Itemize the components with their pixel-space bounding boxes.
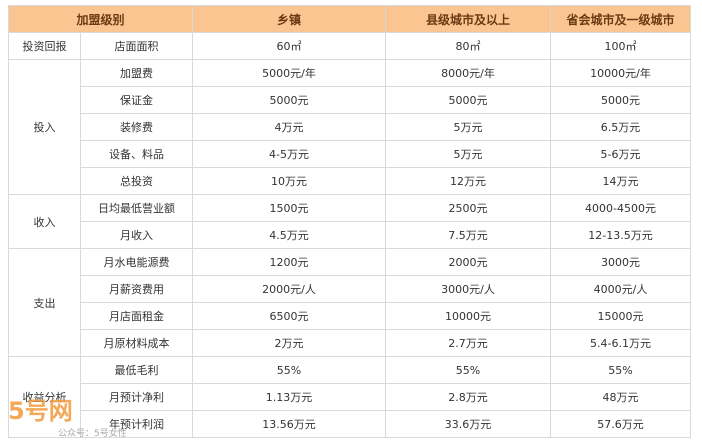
table-row: 保证金 5000元 5000元 5000元: [9, 86, 692, 114]
group-cell: 投入: [8, 59, 81, 195]
value-cell: 4万元: [192, 113, 387, 141]
item-cell: 月收入: [79, 221, 194, 249]
value-cell: 5000元: [385, 86, 552, 114]
item-cell: 月原材料成本: [79, 329, 194, 357]
value-cell: 55%: [192, 356, 387, 384]
table-row: 投资回报 店面面积 60㎡ 80㎡ 100㎡: [8, 32, 692, 60]
item-cell: 总投资: [79, 167, 194, 195]
item-cell: 店面面积: [79, 32, 194, 60]
item-cell: 月店面租金: [79, 302, 194, 330]
table-row: 设备、料品 4-5万元 5万元 5-6万元: [9, 140, 692, 168]
value-cell: 57.6万元: [550, 410, 692, 438]
value-cell: 2.7万元: [385, 329, 552, 357]
watermark-caption: 公众号：5号女性: [58, 429, 127, 439]
table-row: 收益分析 最低毛利 55% 55% 55%: [8, 356, 692, 438]
item-cell: 日均最低营业额: [79, 194, 194, 222]
item-cell: 保证金: [79, 86, 194, 114]
table-body: 投资回报 店面面积 60㎡ 80㎡ 100㎡ 投入 加盟费 5000元/年 8000元/年 100…: [8, 32, 692, 438]
item-cell: 最低毛利: [79, 356, 194, 384]
value-cell: 13.56万元: [192, 410, 387, 438]
value-cell: 5000元: [550, 86, 692, 114]
value-cell: 10000元/年: [550, 59, 692, 87]
value-cell: 10万元: [192, 167, 387, 195]
table-row: 投入 加盟费 5000元/年 8000元/年 10000元/年: [8, 59, 692, 195]
value-cell: 5000元/年: [192, 59, 387, 87]
table-row: 装修费 4万元 5万元 6.5万元: [9, 113, 692, 141]
value-cell: 5万元: [385, 140, 552, 168]
group-cell: 支出: [8, 248, 81, 357]
header-cell: 加盟级别: [7, 5, 194, 33]
group-cell: 收益分析: [8, 356, 81, 438]
table-row: 月薪资费用 2000元/人 3000元/人 4000元/人: [9, 275, 692, 303]
value-cell: 5000元: [192, 86, 387, 114]
value-cell: 55%: [550, 356, 692, 384]
header-cell: 乡镇: [192, 5, 387, 33]
table-row: 月收入 4.5万元 7.5万元 12-13.5万元: [9, 221, 692, 249]
header-cell: 省会城市及一级城市: [550, 5, 692, 33]
value-cell: 2.8万元: [385, 383, 552, 411]
value-cell: 60㎡: [192, 32, 387, 60]
value-cell: 1200元: [192, 248, 387, 276]
value-cell: 80㎡: [385, 32, 552, 60]
value-cell: 55%: [385, 356, 552, 384]
value-cell: 8000元/年: [385, 59, 552, 87]
table-row: 月预计净利 1.13万元 2.8万元 48万元: [9, 383, 692, 411]
value-cell: 1.13万元: [192, 383, 387, 411]
item-cell: 月预计净利: [79, 383, 194, 411]
watermark-logo: 5号网: [8, 397, 73, 425]
value-cell: 33.6万元: [385, 410, 552, 438]
value-cell: 2万元: [192, 329, 387, 357]
value-cell: 4.5万元: [192, 221, 387, 249]
value-cell: 2500元: [385, 194, 552, 222]
value-cell: 15000元: [550, 302, 692, 330]
item-cell: 年预计利润: [79, 410, 194, 438]
item-cell: 月水电能源费: [79, 248, 194, 276]
value-cell: 4000元/人: [550, 275, 692, 303]
value-cell: 1500元: [192, 194, 387, 222]
value-cell: 2000元: [385, 248, 552, 276]
item-cell: 装修费: [79, 113, 194, 141]
value-cell: 10000元: [385, 302, 552, 330]
watermark: 5号网 公众号：5号女性: [8, 391, 127, 439]
value-cell: 6500元: [192, 302, 387, 330]
value-cell: 2000元/人: [192, 275, 387, 303]
value-cell: 4000-4500元: [550, 194, 692, 222]
value-cell: 100㎡: [550, 32, 692, 60]
item-cell: 月薪资费用: [79, 275, 194, 303]
value-cell: 5.4-6.1万元: [550, 329, 692, 357]
value-cell: 14万元: [550, 167, 692, 195]
group-cell: 收入: [8, 194, 81, 249]
value-cell: 3000元/人: [385, 275, 552, 303]
table-row: 年预计利润 13.56万元 33.6万元 57.6万元: [9, 410, 692, 438]
header-cell: 县级城市及以上: [385, 5, 552, 33]
header-row: 加盟级别 乡镇 县级城市及以上 省会城市及一级城市: [7, 5, 692, 33]
table-row: 月原材料成本 2万元 2.7万元 5.4-6.1万元: [9, 329, 692, 357]
value-cell: 5-6万元: [550, 140, 692, 168]
value-cell: 5万元: [385, 113, 552, 141]
table-row: 收入 日均最低营业额 1500元 2500元 4000-4500元: [8, 194, 692, 249]
item-cell: 加盟费: [79, 59, 194, 87]
value-cell: 4-5万元: [192, 140, 387, 168]
value-cell: 3000元: [550, 248, 692, 276]
value-cell: 48万元: [550, 383, 692, 411]
table-row: 总投资 10万元 12万元 14万元: [9, 167, 692, 195]
table-row: 月店面租金 6500元 10000元 15000元: [9, 302, 692, 330]
group-cell: 投资回报: [8, 32, 81, 60]
value-cell: 12-13.5万元: [550, 221, 692, 249]
franchise-table: 加盟级别 乡镇 县级城市及以上 省会城市及一级城市 投资回报 店面面积 60㎡ 80㎡…: [7, 5, 692, 438]
value-cell: 12万元: [385, 167, 552, 195]
value-cell: 6.5万元: [550, 113, 692, 141]
item-cell: 设备、料品: [79, 140, 194, 168]
table-row: 支出 月水电能源费 1200元 2000元 3000元: [8, 248, 692, 357]
value-cell: 7.5万元: [385, 221, 552, 249]
